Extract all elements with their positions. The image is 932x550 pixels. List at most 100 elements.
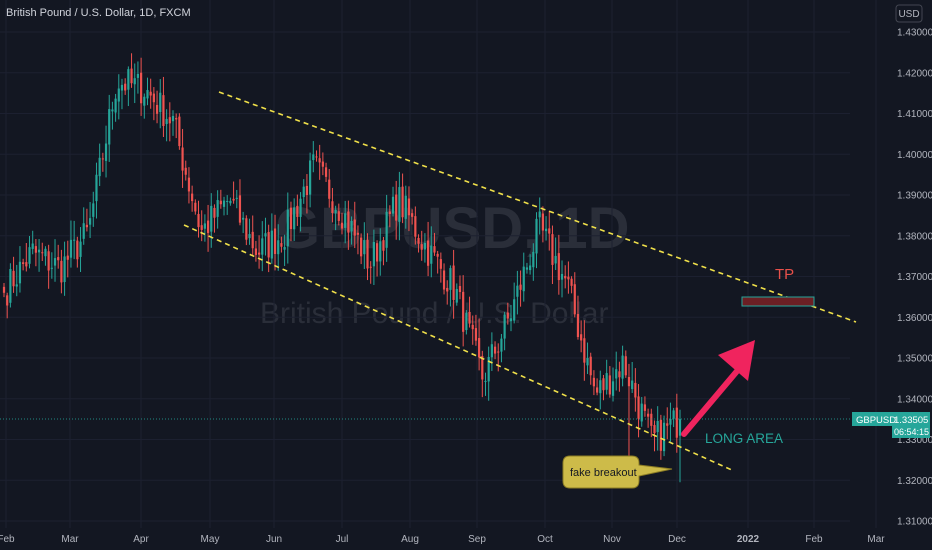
candle[interactable]: [659, 414, 662, 460]
candle[interactable]: [382, 236, 385, 266]
candle[interactable]: [120, 78, 124, 110]
candle[interactable]: [130, 53, 133, 88]
candle[interactable]: [309, 152, 312, 208]
candle[interactable]: [490, 332, 493, 372]
candle[interactable]: [18, 246, 22, 293]
candle[interactable]: [452, 249, 455, 319]
candle[interactable]: [666, 407, 669, 440]
candle[interactable]: [426, 221, 430, 277]
candle[interactable]: [423, 233, 427, 263]
candle[interactable]: [522, 252, 525, 302]
candle[interactable]: [219, 189, 222, 209]
candle[interactable]: [6, 292, 9, 319]
candle[interactable]: [238, 179, 242, 226]
candle[interactable]: [181, 128, 184, 188]
fake-breakout-callout[interactable]: fake breakout: [562, 455, 673, 489]
tp-box[interactable]: [741, 296, 815, 307]
candle[interactable]: [468, 296, 471, 328]
candle[interactable]: [589, 352, 592, 385]
candle[interactable]: [31, 230, 34, 255]
candle[interactable]: [570, 276, 573, 294]
candle[interactable]: [143, 93, 146, 119]
candle[interactable]: [366, 233, 369, 281]
candle[interactable]: [541, 206, 544, 243]
candle[interactable]: [455, 283, 458, 306]
channel-lower-line[interactable]: [183, 224, 735, 472]
candle[interactable]: [63, 241, 66, 296]
candle[interactable]: [127, 66, 130, 107]
candle[interactable]: [643, 396, 647, 417]
candle[interactable]: [2, 283, 6, 298]
candle[interactable]: [283, 234, 286, 267]
candle[interactable]: [493, 341, 497, 360]
candle[interactable]: [478, 318, 481, 371]
candle[interactable]: [379, 228, 382, 276]
candle[interactable]: [25, 242, 28, 272]
candle[interactable]: [535, 212, 538, 269]
candle[interactable]: [519, 270, 522, 307]
candle[interactable]: [235, 189, 238, 209]
candle[interactable]: [350, 216, 353, 245]
candle[interactable]: [251, 215, 254, 257]
candle[interactable]: [340, 212, 344, 235]
candle[interactable]: [28, 236, 31, 269]
candle[interactable]: [650, 408, 653, 438]
candle[interactable]: [232, 181, 235, 204]
candle[interactable]: [567, 261, 570, 294]
candle[interactable]: [226, 195, 229, 215]
candle[interactable]: [506, 302, 509, 325]
candle[interactable]: [331, 187, 334, 223]
candle[interactable]: [375, 240, 379, 277]
candle[interactable]: [53, 239, 57, 282]
candle[interactable]: [328, 169, 331, 208]
candle[interactable]: [369, 261, 372, 284]
candle[interactable]: [15, 264, 18, 297]
candle[interactable]: [254, 240, 258, 262]
candle[interactable]: [69, 220, 73, 268]
candle[interactable]: [73, 220, 76, 260]
candle[interactable]: [104, 125, 108, 178]
candle[interactable]: [360, 233, 363, 265]
candle[interactable]: [538, 197, 541, 235]
candle[interactable]: [270, 213, 273, 264]
candle[interactable]: [47, 244, 50, 289]
candle[interactable]: [41, 242, 44, 262]
candle[interactable]: [318, 144, 321, 180]
candle[interactable]: [216, 190, 219, 229]
candle[interactable]: [88, 202, 92, 238]
candle[interactable]: [385, 194, 388, 262]
candle[interactable]: [497, 343, 500, 372]
candle[interactable]: [564, 265, 567, 289]
candle[interactable]: [117, 74, 120, 120]
candle[interactable]: [191, 185, 194, 212]
candle[interactable]: [420, 230, 423, 261]
candle[interactable]: [267, 224, 270, 273]
candle[interactable]: [672, 407, 675, 428]
candle[interactable]: [152, 87, 155, 121]
candle[interactable]: [474, 314, 478, 346]
currency-button[interactable]: [895, 4, 923, 23]
candle[interactable]: [159, 78, 162, 129]
price-axis[interactable]: USD 1.430001.420001.410001.400001.390001…: [852, 4, 932, 528]
candle[interactable]: [210, 193, 213, 248]
candle[interactable]: [544, 216, 548, 241]
candle[interactable]: [442, 263, 446, 295]
candle[interactable]: [599, 370, 602, 410]
candle[interactable]: [213, 204, 216, 233]
candle[interactable]: [280, 236, 283, 253]
candle[interactable]: [503, 311, 506, 351]
tp-zone[interactable]: TP: [741, 266, 815, 307]
candle[interactable]: [611, 367, 615, 402]
candle[interactable]: [114, 93, 117, 122]
candle[interactable]: [675, 393, 678, 453]
candle[interactable]: [257, 235, 261, 269]
candle[interactable]: [669, 402, 672, 442]
candle[interactable]: [548, 210, 551, 251]
candle[interactable]: [261, 221, 264, 272]
candle[interactable]: [175, 113, 178, 139]
candle[interactable]: [194, 199, 197, 215]
channel-upper-line[interactable]: [218, 91, 857, 323]
channel[interactable]: [183, 91, 857, 472]
candle[interactable]: [618, 361, 621, 392]
candle[interactable]: [471, 315, 474, 345]
